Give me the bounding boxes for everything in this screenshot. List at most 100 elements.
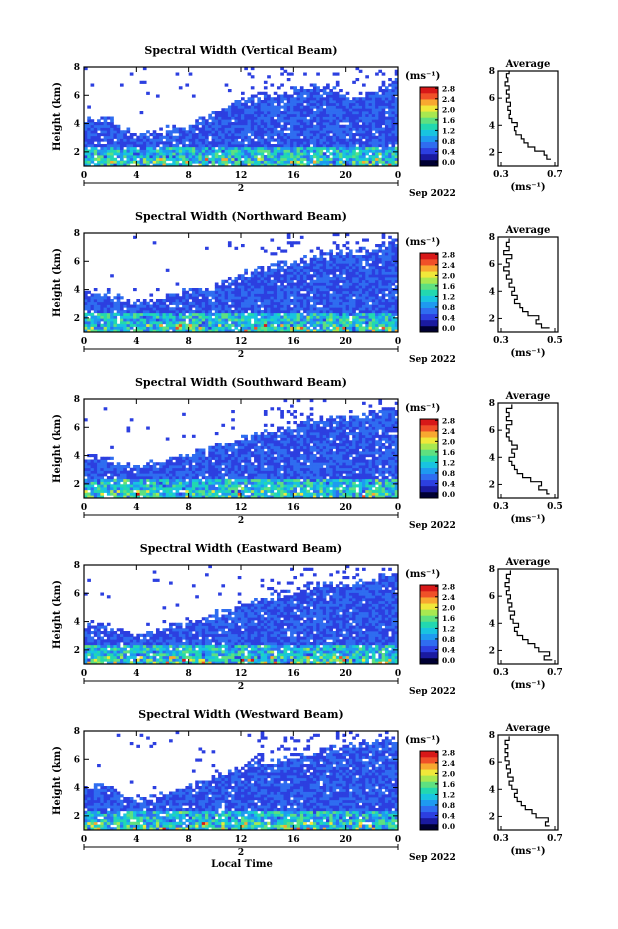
heatmap-cell	[250, 113, 255, 117]
heatmap-cell	[169, 144, 173, 148]
heatmap-cell	[201, 133, 206, 137]
heatmap-cell	[254, 321, 258, 325]
heatmap-cell	[133, 484, 137, 488]
heatmap-cell	[146, 426, 150, 430]
heatmap-cell	[93, 318, 98, 322]
heatmap-cell	[188, 310, 193, 314]
heatmap-cell	[273, 315, 278, 319]
heatmap-cell	[188, 467, 193, 471]
heatmap-cell	[254, 323, 258, 327]
heatmap-cell	[299, 282, 304, 286]
heatmap-cell	[375, 277, 379, 281]
heatmap-cell	[185, 476, 190, 480]
heatmap-cell	[201, 321, 206, 325]
heatmap-cell	[195, 127, 199, 131]
heatmap-cell	[237, 481, 242, 485]
heatmap-cell	[394, 299, 399, 303]
heatmap-cell	[208, 448, 212, 452]
heatmap-cell	[388, 124, 392, 128]
date-label: Sep 2022	[409, 189, 456, 199]
heatmap-cell	[93, 130, 98, 134]
heatmap-cell	[182, 144, 186, 148]
heatmap-cell	[169, 146, 173, 150]
heatmap-cell	[208, 144, 212, 148]
heatmap-cell	[286, 323, 291, 327]
heatmap-cell	[172, 318, 176, 322]
heatmap-cell	[303, 279, 307, 283]
heatmap-cell	[110, 135, 114, 139]
heatmap-cell	[303, 146, 307, 150]
heatmap-cell	[254, 105, 258, 109]
heatmap-cell	[198, 321, 203, 325]
heatmap-cell	[348, 285, 353, 289]
heatmap-cell	[296, 135, 301, 139]
heatmap-cell	[244, 67, 248, 71]
colorbar-unit: (ms⁻¹)	[405, 237, 440, 248]
heatmap-cell	[329, 146, 333, 150]
heatmap-cell	[267, 315, 271, 319]
heatmap-cell	[319, 285, 324, 289]
heatmap-cell	[244, 133, 248, 137]
heatmap-cell	[339, 271, 343, 275]
heatmap-cell	[218, 155, 222, 159]
heatmap-cell	[162, 467, 167, 471]
heatmap-cell	[260, 440, 265, 444]
heatmap-cell	[355, 157, 360, 161]
heatmap-cell	[87, 465, 91, 469]
heatmap-cell	[244, 127, 248, 131]
heatmap-cell	[267, 124, 271, 128]
heatmap-cell	[348, 160, 353, 164]
heatmap-cell	[205, 456, 209, 460]
heatmap-cell	[394, 111, 399, 115]
heatmap-cell	[267, 293, 271, 297]
heatmap-cell	[159, 473, 163, 477]
heatmap-cell	[329, 279, 333, 283]
heatmap-cell	[231, 418, 235, 422]
heatmap-cell	[270, 310, 275, 314]
heatmap-cell	[391, 252, 396, 256]
heatmap-cell	[306, 271, 311, 275]
heatmap-cell	[345, 301, 350, 305]
heatmap-cell	[84, 290, 88, 294]
heatmap-cell	[332, 141, 337, 145]
heatmap-cell	[234, 293, 239, 297]
heatmap-cell	[250, 492, 255, 496]
heatmap-cell	[123, 152, 127, 156]
heatmap-cell	[299, 163, 304, 167]
heatmap-cell	[267, 152, 271, 156]
heatmap-cell	[254, 489, 258, 493]
heatmap-cell	[250, 163, 255, 167]
heatmap-cell	[119, 312, 124, 316]
heatmap-cell	[175, 127, 180, 131]
heatmap-cell	[384, 146, 389, 150]
heatmap-cell	[368, 307, 373, 311]
heatmap-cell	[335, 301, 340, 305]
heatmap-cell	[293, 282, 297, 286]
heatmap-cell	[358, 113, 363, 117]
heatmap-cell	[254, 437, 258, 441]
heatmap-cell	[348, 323, 353, 327]
heatmap-cell	[378, 97, 383, 101]
heatmap-cell	[362, 157, 366, 161]
heatmap-cell	[172, 473, 176, 477]
heatmap-cell	[191, 124, 196, 128]
heatmap-cell	[182, 288, 186, 292]
heatmap-cell	[280, 321, 284, 325]
heatmap-cell	[312, 119, 317, 123]
heatmap-cell	[319, 135, 324, 139]
heatmap-cell	[371, 108, 376, 112]
colorbar-swatch	[420, 153, 438, 161]
heatmap-cell	[241, 451, 245, 455]
heatmap-cell	[129, 157, 134, 161]
heatmap-cell	[211, 155, 216, 159]
heatmap-cell	[348, 252, 353, 256]
heatmap-cell	[388, 89, 392, 93]
heatmap-cell	[84, 135, 88, 139]
heatmap-cell	[254, 481, 258, 485]
heatmap-cell	[214, 152, 219, 156]
heatmap-cell	[90, 312, 95, 316]
heatmap-cell	[355, 105, 360, 109]
heatmap-cell	[371, 252, 376, 256]
heatmap-cell	[384, 133, 389, 137]
heatmap-cell	[227, 113, 232, 117]
